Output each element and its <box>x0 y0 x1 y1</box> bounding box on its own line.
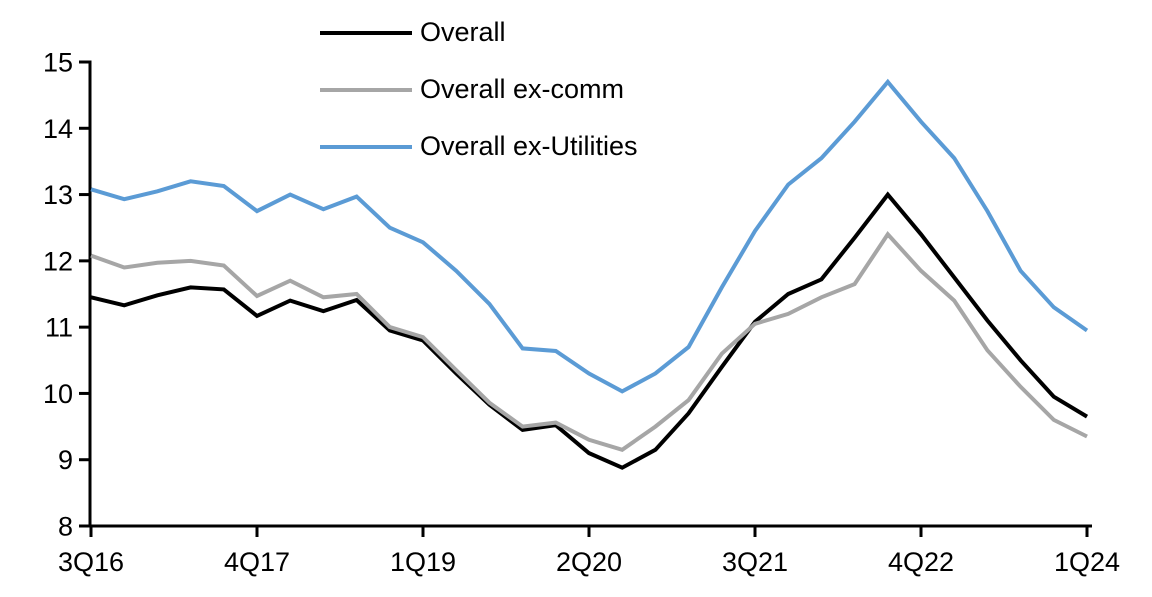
y-axis-tick-label: 10 <box>43 379 73 409</box>
series-line-overall <box>90 191 1089 470</box>
legend-line-overall-ex-comm <box>320 87 412 92</box>
legend-item-overall: Overall <box>320 4 638 61</box>
legend-item-overall-ex-utilities: Overall ex-Utilities <box>320 118 638 175</box>
y-axis-tick-label: 9 <box>58 445 73 475</box>
y-axis-tick-label: 15 <box>43 48 73 78</box>
x-axis-tick-label: 4Q17 <box>224 547 290 577</box>
y-axis-tick-label: 12 <box>43 246 73 276</box>
legend-label-overall-ex-utilities: Overall ex-Utilities <box>420 131 638 161</box>
legend-line-overall-ex-utilities <box>320 144 412 149</box>
y-axis-tick-label: 14 <box>43 114 73 144</box>
x-axis-tick-label: 3Q16 <box>58 547 124 577</box>
x-axis-tick-label: 2Q20 <box>556 547 622 577</box>
legend-item-overall-ex-comm: Overall ex-comm <box>320 61 638 118</box>
legend-label-overall-ex-comm: Overall ex-comm <box>420 74 625 104</box>
legend-line-overall <box>320 30 412 35</box>
x-axis-tick-label: 1Q24 <box>1054 547 1120 577</box>
chart-legend: Overall Overall ex-comm Overall ex-Utili… <box>320 4 638 175</box>
x-axis-tick-label: 1Q19 <box>390 547 456 577</box>
y-axis-tick-label: 13 <box>43 180 73 210</box>
y-axis-tick-label: 8 <box>58 512 73 542</box>
x-axis-tick-label: 4Q22 <box>888 547 954 577</box>
series-line-overall-ex-comm <box>90 231 1088 452</box>
series-line-overall-ex-utilities <box>90 78 1089 394</box>
y-axis-tick-label: 11 <box>45 313 73 343</box>
x-axis-tick-label: 3Q21 <box>722 547 788 577</box>
legend-label-overall: Overall <box>420 17 506 47</box>
